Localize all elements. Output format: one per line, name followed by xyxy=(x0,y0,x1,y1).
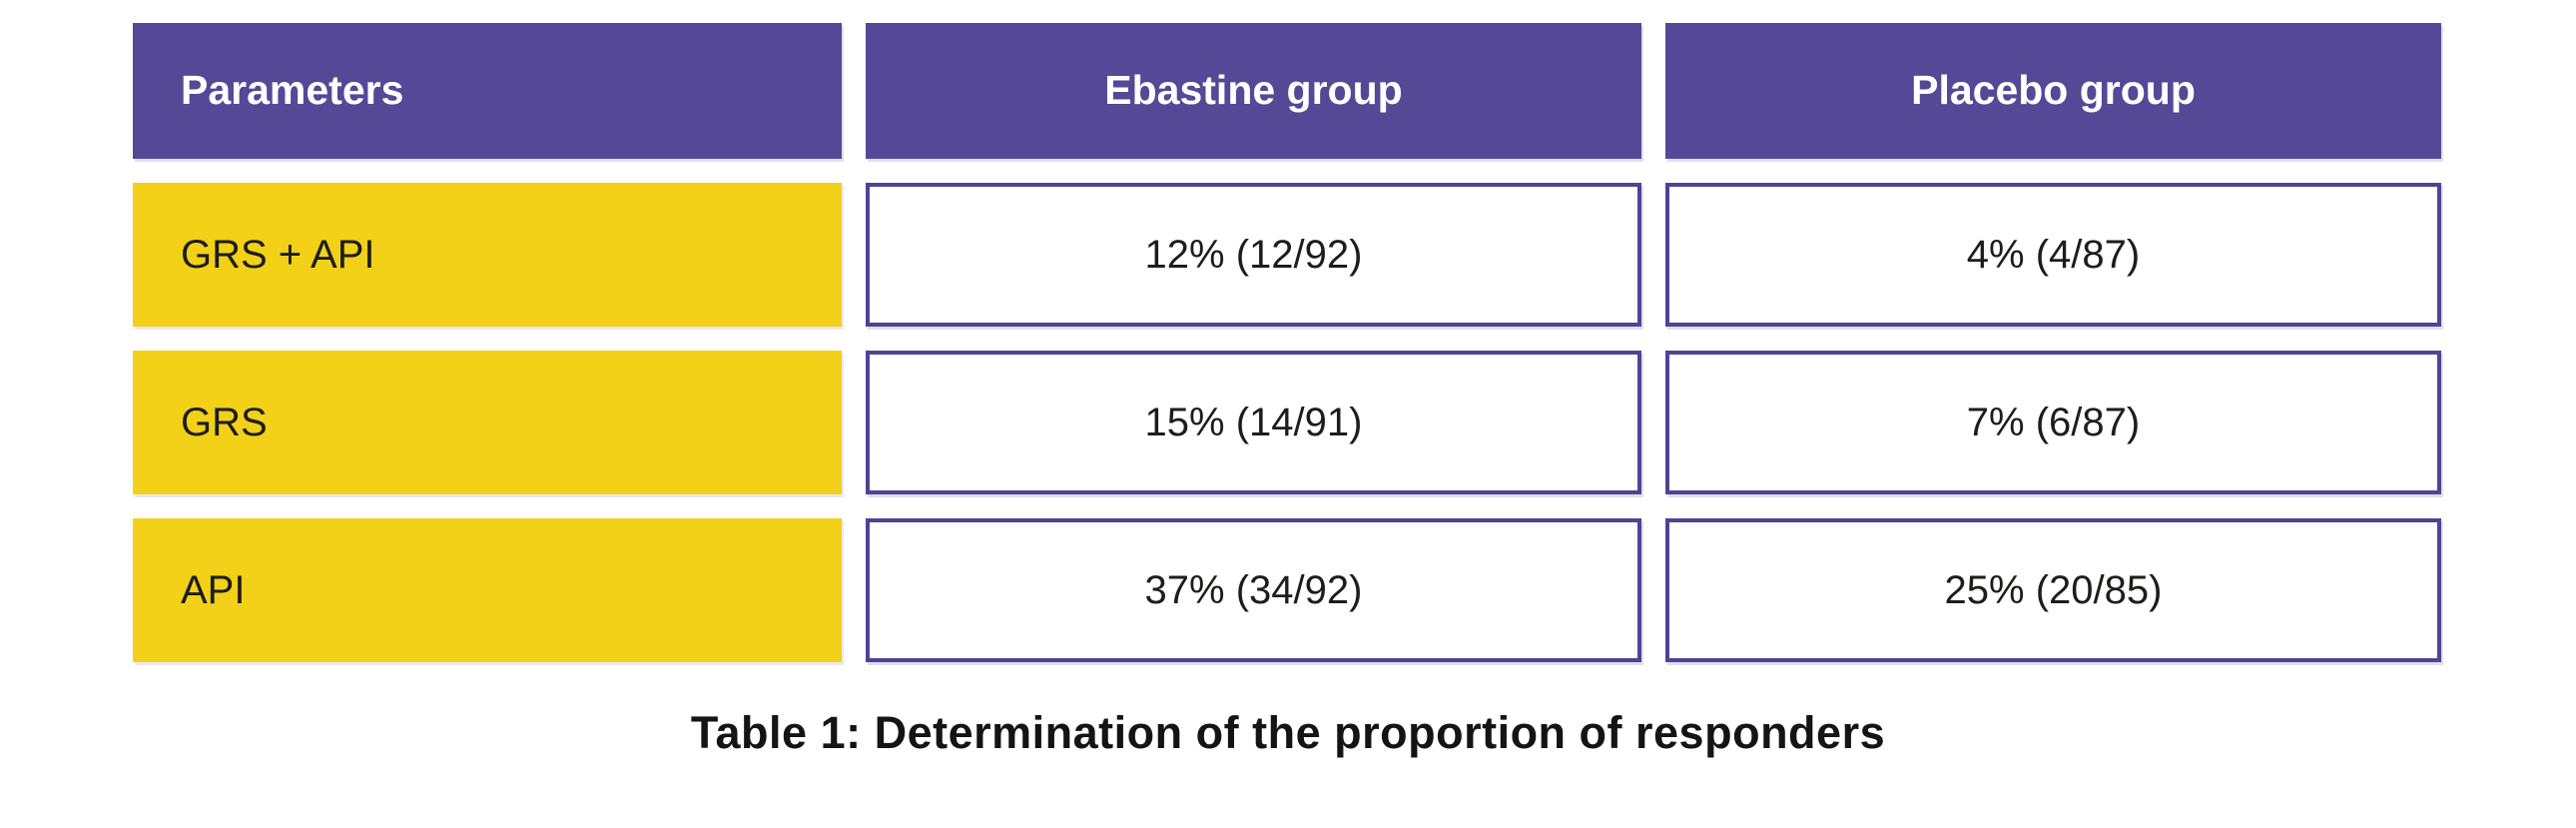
cell-grs-ebastine: 15% (14/91) xyxy=(866,351,1641,494)
cell-grs-plus-api-ebastine: 12% (12/92) xyxy=(866,183,1641,327)
row-label-grs-plus-api: GRS + API xyxy=(133,183,842,327)
header-cell-ebastine-group: Ebastine group xyxy=(866,23,1641,159)
row-label-api: API xyxy=(133,518,842,662)
header-cell-parameters: Parameters xyxy=(133,23,842,159)
responders-table: Parameters Ebastine group Placebo group … xyxy=(133,23,2441,662)
cell-grs-placebo: 7% (6/87) xyxy=(1665,351,2441,494)
table-caption: Table 1: Determination of the proportion… xyxy=(690,707,1886,758)
cell-api-placebo: 25% (20/85) xyxy=(1665,518,2441,662)
header-cell-placebo-group: Placebo group xyxy=(1665,23,2441,159)
row-label-grs: GRS xyxy=(133,351,842,494)
cell-grs-plus-api-placebo: 4% (4/87) xyxy=(1665,183,2441,327)
cell-api-ebastine: 37% (34/92) xyxy=(866,518,1641,662)
